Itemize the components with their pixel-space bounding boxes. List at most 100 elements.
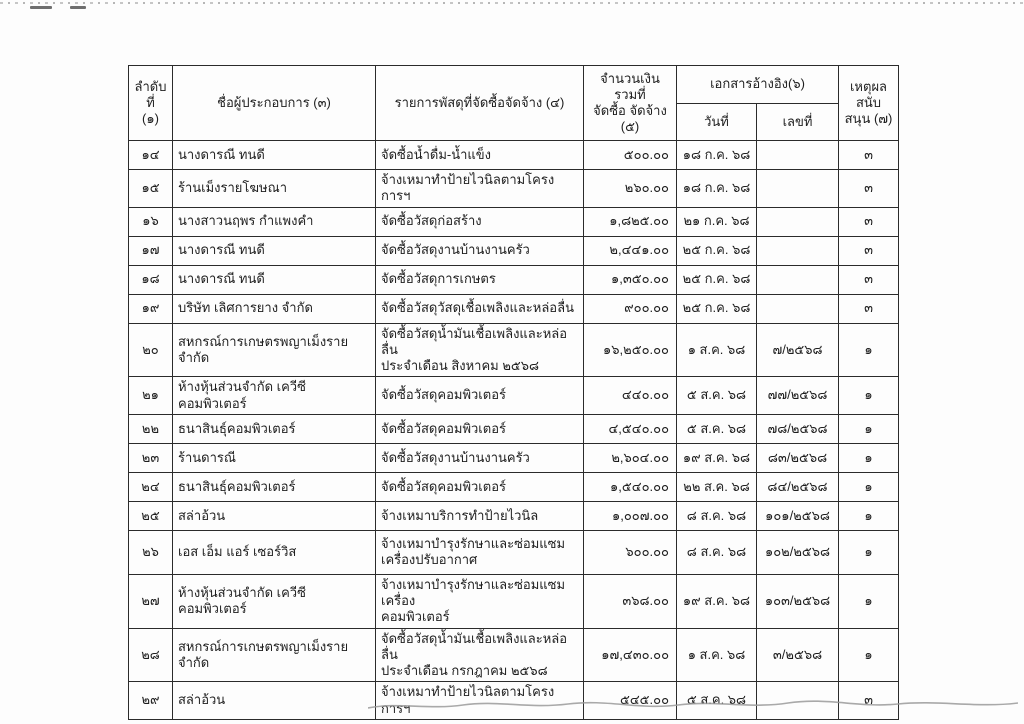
row-seq-no: ๑๖: [128, 206, 173, 237]
reason-cell: ๑: [838, 529, 900, 575]
reason-cell: ๓: [838, 681, 900, 720]
reason-cell: ๑: [838, 376, 900, 415]
scan-smudge: [70, 6, 86, 9]
header-amount: จำนวนเงิน รวมที่ จัดซื้อ จัดจ้าง (๕): [583, 65, 677, 141]
item-line-1: จัดซื้อวัสดุก่อสร้าง: [381, 213, 482, 229]
amount-cell: ๑,๐๐๗.๐๐: [583, 500, 677, 531]
reason-cell: ๓: [838, 293, 900, 324]
row-seq-no: ๑๘: [128, 264, 173, 295]
item-line-1: จัดซื้อวัสดุงานบ้านงานครัว: [381, 242, 530, 258]
amount-cell: ๒๖๐.๐๐: [583, 169, 677, 208]
ref-number-cell: ๓/๒๕๖๘: [755, 627, 840, 683]
vendor-cell: สล่าอ้วน: [172, 500, 376, 531]
vendor-cell: เอส เอ็ม แอร์ เซอร์วิส: [172, 529, 376, 575]
item-cell: จ้างเหมาบริการทำป้ายไวนิล: [375, 500, 584, 531]
table-row: ๒๗ ห้างหุ้นส่วนจำกัด เควีซีคอมพิวเตอร์ จ…: [128, 573, 900, 629]
reason-cell: ๓: [838, 264, 900, 295]
table-row: ๒๐ สหกรณ์การเกษตรพญาเม็งราย จำกัด จัดซื้…: [128, 322, 900, 378]
vendor-cell: สหกรณ์การเกษตรพญาเม็งราย จำกัด: [172, 627, 376, 683]
amount-cell: ๑,๘๒๕.๐๐: [583, 206, 677, 237]
vendor-cell: ห้างหุ้นส่วนจำกัด เควีซีคอมพิวเตอร์: [172, 376, 376, 415]
row-seq-no: ๑๗: [128, 235, 173, 266]
reason-cell: ๑: [838, 500, 900, 531]
item-line-1: จัดซื้อวัสดุคอมพิวเตอร์: [381, 387, 506, 403]
amount-cell: ๒,๔๔๑.๐๐: [583, 235, 677, 266]
table-body: ๑๔ นางดารณี ทนดี จัดซื้อน้ำดื่ม-น้ำแข็ง …: [128, 140, 900, 720]
ref-date-cell: ๘ ส.ค. ๖๘: [676, 529, 757, 575]
amount-cell: ๕๐๐.๐๐: [583, 140, 677, 170]
reason-cell: ๑: [838, 627, 900, 683]
ref-date-cell: ๑๘ ก.ค. ๖๘: [676, 169, 757, 208]
ref-date-cell: ๕ ส.ค. ๖๘: [676, 413, 757, 444]
ref-number-cell: ๑๐๒/๒๕๖๘: [755, 529, 840, 575]
scan-artifact-bottom-wavy-line: [368, 700, 1018, 709]
vendor-cell: สล่าอ้วน: [172, 681, 376, 720]
item-line-1: จัดซื้อวัสดุวัสดุเชื้อเพลิงและหล่อลื่น: [381, 300, 574, 316]
ref-date-cell: ๒๕ ก.ค. ๖๘: [676, 264, 757, 295]
ref-number-cell: [755, 206, 840, 237]
vendor-cell: นางดารณี ทนดี: [172, 235, 376, 266]
table-row: ๑๙ บริษัท เลิศการยาง จำกัด จัดซื้อวัสดุว…: [128, 293, 900, 324]
ref-number-cell: ๗/๒๕๖๘: [755, 322, 840, 378]
item-cell: จัดซื้อวัสดุคอมพิวเตอร์: [375, 413, 584, 444]
item-cell: จัดซื้อวัสดุก่อสร้าง: [375, 206, 584, 237]
table-row: ๑๖ นางสาวนฤพร กำแพงคำ จัดซื้อวัสดุก่อสร้…: [128, 206, 900, 237]
vendor-cell: สหกรณ์การเกษตรพญาเม็งราย จำกัด: [172, 322, 376, 378]
ref-number-cell: [755, 235, 840, 266]
row-seq-no: ๒๒: [128, 413, 173, 444]
amount-cell: ๕๔๕.๐๐: [583, 681, 677, 720]
table-header: ลำดับที่ (๑) ชื่อผู้ประกอบการ (๓) รายการ…: [128, 65, 900, 141]
row-seq-no: ๒๕: [128, 500, 173, 531]
amount-cell: ๑,๕๔๐.๐๐: [583, 471, 677, 502]
ref-number-cell: ๘๓/๒๕๖๘: [755, 442, 840, 473]
row-seq-no: ๑๙: [128, 293, 173, 324]
ref-date-cell: ๒๕ ก.ค. ๖๘: [676, 293, 757, 324]
table-row: ๒๙ สล่าอ้วน จ้างเหมาทำป้ายไวนิลตามโครงกา…: [128, 681, 900, 720]
row-seq-no: ๒๗: [128, 573, 173, 629]
ref-date-cell: ๑๙ ส.ค. ๖๘: [676, 573, 757, 629]
item-line-1: จ้างเหมาบริการทำป้ายไวนิล: [381, 507, 539, 523]
ref-number-cell: ๑๐๑/๒๕๖๘: [755, 500, 840, 531]
table-row: ๑๗ นางดารณี ทนดี จัดซื้อวัสดุงานบ้านงานค…: [128, 235, 900, 266]
ref-number-cell: [755, 169, 840, 208]
header-ref-number: เลขที่: [755, 103, 840, 141]
row-seq-no: ๑๕: [128, 169, 173, 208]
table-row: ๒๕ สล่าอ้วน จ้างเหมาบริการทำป้ายไวนิล ๑,…: [128, 500, 900, 531]
table-row: ๒๑ ห้างหุ้นส่วนจำกัด เควีซีคอมพิวเตอร์ จ…: [128, 376, 900, 415]
reason-cell: ๓: [838, 206, 900, 237]
row-seq-no: ๒๔: [128, 471, 173, 502]
amount-cell: ๓๖๘.๐๐: [583, 573, 677, 629]
header-ref-date: วันที่: [676, 103, 757, 141]
ref-date-cell: ๒๑ ก.ค. ๖๘: [676, 206, 757, 237]
vendor-cell: บริษัท เลิศการยาง จำกัด: [172, 293, 376, 324]
header-seq-no: ลำดับที่ (๑): [128, 65, 173, 141]
row-seq-no: ๒๙: [128, 681, 173, 720]
item-cell: จัดซื้อวัสดุน้ำมันเชื้อเพลิงและหล่อลื่น …: [375, 627, 584, 683]
amount-cell: ๔,๕๔๐.๐๐: [583, 413, 677, 444]
reason-cell: ๑: [838, 413, 900, 444]
ref-number-cell: [755, 264, 840, 295]
header-reason: เหตุผล สนับ สนุน (๗): [838, 65, 900, 141]
item-line-1: จัดซื้อวัสดุคอมพิวเตอร์: [381, 420, 506, 436]
header-item: รายการพัสดุที่จัดซื้อจัดจ้าง (๔): [375, 65, 584, 141]
table-row: ๒๖ เอส เอ็ม แอร์ เซอร์วิส จ้างเหมาบำรุงร…: [128, 529, 900, 575]
item-cell: จ้างเหมาบำรุงรักษาและซ่อมแซมเครื่อง คอมพ…: [375, 573, 584, 629]
item-cell: จ้างเหมาบำรุงรักษาและซ่อมแซม เครื่องปรับ…: [375, 529, 584, 575]
table-row: ๒๔ ธนาสินธุ์คอมพิวเตอร์ จัดซื้อวัสดุคอมพ…: [128, 471, 900, 502]
header-reference-group: เอกสารอ้างอิง(๖): [675, 65, 840, 104]
item-line-1: จัดซื้อวัสดุการเกษตร: [381, 271, 496, 287]
ref-number-cell: [755, 140, 840, 170]
item-line-1: จ้างเหมาทำป้ายไวนิลตามโครงการฯ: [381, 172, 555, 204]
reason-cell: ๑: [838, 471, 900, 502]
item-line-2: เครื่องปรับอากาศ: [381, 552, 478, 568]
vendor-cell: ธนาสินธุ์คอมพิวเตอร์: [172, 471, 376, 502]
item-cell: จัดซื้อวัสดุการเกษตร: [375, 264, 584, 295]
table-row: ๒๘ สหกรณ์การเกษตรพญาเม็งราย จำกัด จัดซื้…: [128, 627, 900, 683]
vendor-cell: นางดารณี ทนดี: [172, 140, 376, 170]
scan-artifact-top-dotted-line: [0, 2, 1024, 4]
reason-cell: ๑: [838, 442, 900, 473]
vendor-cell: นางสาวนฤพร กำแพงคำ: [172, 206, 376, 237]
item-cell: จ้างเหมาทำป้ายไวนิลตามโครงการฯ: [375, 169, 584, 208]
ref-date-cell: ๑๙ ส.ค. ๖๘: [676, 442, 757, 473]
